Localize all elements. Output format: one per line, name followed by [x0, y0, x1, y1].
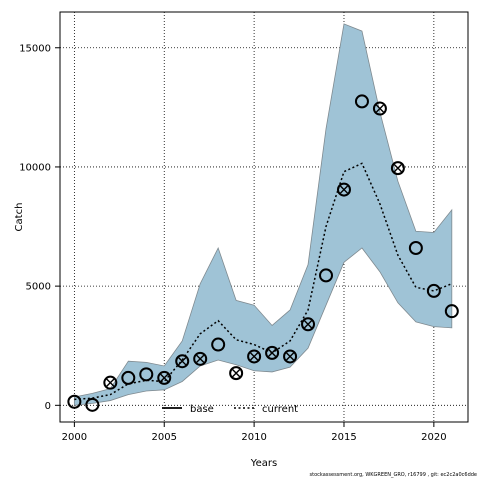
- base-point: [211, 337, 226, 352]
- base-point: [85, 397, 100, 412]
- base-point: [426, 283, 441, 298]
- series-base-markers: [67, 94, 459, 412]
- base-point: [121, 370, 136, 385]
- x-tick-label: 2000: [62, 432, 87, 443]
- y-tick-label: 15000: [19, 43, 51, 54]
- base-point: [336, 182, 351, 197]
- axis-ticks: 2000 2005 2010 2015 2020 0 5000 10000 15000: [19, 43, 446, 443]
- base-point: [301, 317, 316, 332]
- base-point-cross: [250, 352, 259, 361]
- base-point: [444, 304, 459, 319]
- base-point-cross: [303, 320, 313, 329]
- base-point-cross: [106, 378, 115, 387]
- base-point-circle: [229, 366, 244, 381]
- base-point-circle: [211, 337, 226, 352]
- base-point-circle: [121, 370, 136, 385]
- x-axis-title: Years: [250, 458, 277, 469]
- base-point: [175, 354, 190, 369]
- base-point-cross: [160, 373, 169, 382]
- base-point-circle: [139, 367, 154, 382]
- base-point-circle: [444, 304, 459, 319]
- footer-credit: stockassessment.org, WKGREEN_GRO, r16799…: [309, 472, 477, 478]
- base-point-cross: [339, 185, 349, 194]
- plot-frame: [59, 11, 469, 423]
- base-point-circle: [354, 94, 369, 109]
- base-point-cross: [267, 348, 277, 357]
- base-point-cross: [375, 104, 385, 113]
- base-point: [390, 161, 405, 176]
- base-point-cross: [178, 357, 187, 366]
- base-point: [67, 394, 82, 409]
- base-point: [319, 268, 334, 283]
- x-tick-label: 2010: [241, 432, 266, 443]
- base-point: [247, 349, 262, 364]
- base-point-cross: [285, 352, 295, 361]
- base-point: [354, 94, 369, 109]
- base-point-circle: [175, 354, 190, 369]
- base-point-circle: [408, 240, 423, 255]
- series-current-line: [74, 162, 453, 401]
- legend-current-label: current: [262, 404, 298, 415]
- base-point: [139, 367, 154, 382]
- base-point-circle: [85, 397, 100, 412]
- base-point: [103, 375, 118, 390]
- base-point: [265, 345, 280, 360]
- base-point-circle: [265, 345, 280, 360]
- base-point-circle: [301, 317, 316, 332]
- base-point-circle: [103, 375, 118, 390]
- base-point-circle: [390, 161, 405, 176]
- y-tick-label: 10000: [19, 162, 51, 173]
- base-point: [372, 101, 387, 116]
- base-point: [229, 366, 244, 381]
- base-point-circle: [336, 182, 351, 197]
- base-point-cross: [196, 354, 205, 363]
- legend: base current: [162, 404, 298, 415]
- base-point: [283, 349, 298, 364]
- base-point-circle: [247, 349, 262, 364]
- base-point-circle: [426, 283, 441, 298]
- base-point-circle: [283, 349, 298, 364]
- base-point-circle: [319, 268, 334, 283]
- y-tick-label: 5000: [26, 282, 51, 293]
- x-tick-label: 2005: [152, 432, 177, 443]
- legend-base-label: base: [190, 404, 214, 415]
- base-point-circle: [157, 370, 172, 385]
- base-point-cross: [232, 369, 241, 378]
- y-axis-title: Catch: [14, 203, 25, 232]
- base-point: [157, 370, 172, 385]
- base-point-circle: [67, 394, 82, 409]
- base-point-cross: [393, 164, 402, 173]
- base-point-circle: [193, 351, 208, 366]
- x-tick-label: 2020: [421, 432, 446, 443]
- confidence-band: [73, 23, 453, 406]
- y-tick-label: 0: [45, 401, 51, 412]
- x-tick-label: 2015: [331, 432, 356, 443]
- base-point: [408, 240, 423, 255]
- base-point-circle: [372, 101, 387, 116]
- base-point: [193, 351, 208, 366]
